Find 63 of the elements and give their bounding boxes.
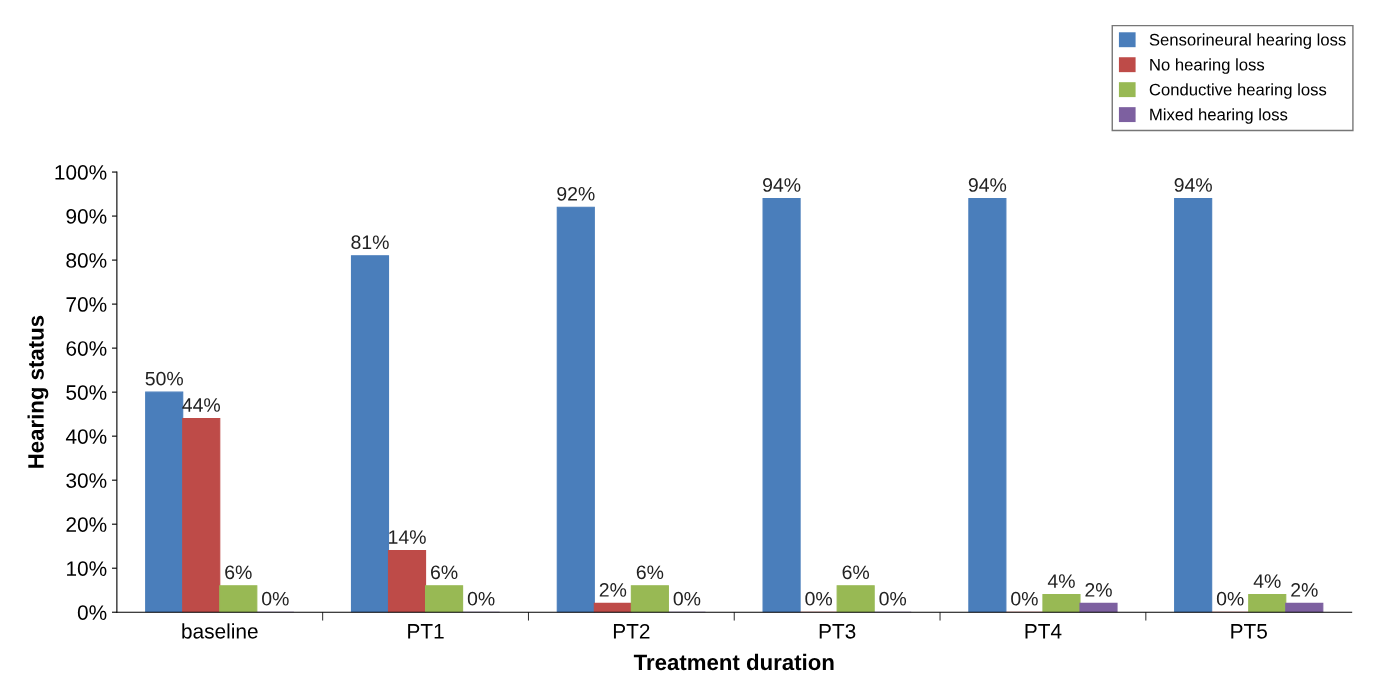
x-tick-label: PT1 (408, 624, 444, 639)
y-tick-label: 90% (66, 209, 107, 224)
bar (556, 206, 595, 613)
data-label: 50% (145, 371, 183, 386)
legend-label: Mixed hearing loss (1150, 108, 1288, 124)
bar (350, 255, 390, 613)
data-label: 81% (351, 235, 389, 250)
data-label: 94% (968, 178, 1007, 192)
bar (182, 417, 221, 613)
y-tick-label: 10% (67, 561, 107, 576)
y-tick-label: 70% (66, 297, 107, 312)
y-axis-title: Hearing status (27, 315, 49, 468)
data-label: 0% (673, 591, 701, 606)
data-label: 14% (389, 530, 426, 544)
data-label: 6% (842, 565, 870, 580)
data-label: 0% (805, 591, 832, 606)
y-tick-label: 80% (66, 253, 107, 268)
bar (1079, 602, 1118, 613)
data-label: 0% (467, 591, 495, 606)
bar (968, 197, 1007, 613)
data-label: 2% (1085, 583, 1112, 597)
x-tick-label: PT4 (1025, 624, 1062, 639)
legend-label: Sensorineural hearing loss (1149, 33, 1346, 49)
x-tick-label: PT2 (613, 623, 650, 639)
bar (1285, 602, 1324, 613)
y-tick-label: 0% (77, 605, 107, 620)
bar (425, 585, 464, 613)
data-label: 0% (879, 591, 907, 606)
bar (1248, 594, 1287, 613)
y-tick-label: 20% (66, 517, 107, 532)
x-tick-label: PT3 (819, 623, 856, 639)
data-label: 4% (1253, 574, 1281, 588)
bar (630, 585, 669, 613)
y-tick-label: 60% (66, 341, 107, 356)
y-tick-label: 50% (66, 385, 107, 400)
y-tick-label: 40% (65, 429, 107, 444)
y-tick-label: 30% (66, 473, 107, 488)
x-axis-title: Treatment duration (633, 653, 834, 671)
y-tick-label: 100% (55, 165, 107, 180)
data-label: 0% (1011, 591, 1038, 606)
bar (219, 585, 258, 613)
data-label: 92% (557, 186, 595, 201)
data-label: 0% (1216, 591, 1244, 606)
bar (836, 585, 875, 613)
bar (145, 391, 184, 613)
legend-label: No hearing loss (1150, 58, 1265, 74)
data-label: 6% (636, 565, 664, 580)
x-tick-label: PT5 (1231, 624, 1267, 639)
data-label: 2% (1291, 583, 1318, 597)
bar (1042, 594, 1081, 613)
data-label: 2% (599, 583, 627, 597)
bar (387, 550, 427, 613)
data-label: 94% (763, 178, 801, 192)
data-label: 94% (1174, 178, 1212, 192)
data-label: 6% (431, 565, 458, 580)
bar (762, 197, 801, 613)
bar (1174, 197, 1213, 613)
legend-label: Conductive hearing loss (1149, 83, 1327, 99)
data-label: 6% (225, 565, 252, 580)
data-label: 0% (262, 591, 289, 606)
x-tick-label: baseline (182, 623, 258, 639)
data-label: 4% (1047, 574, 1075, 588)
bar (593, 602, 632, 613)
